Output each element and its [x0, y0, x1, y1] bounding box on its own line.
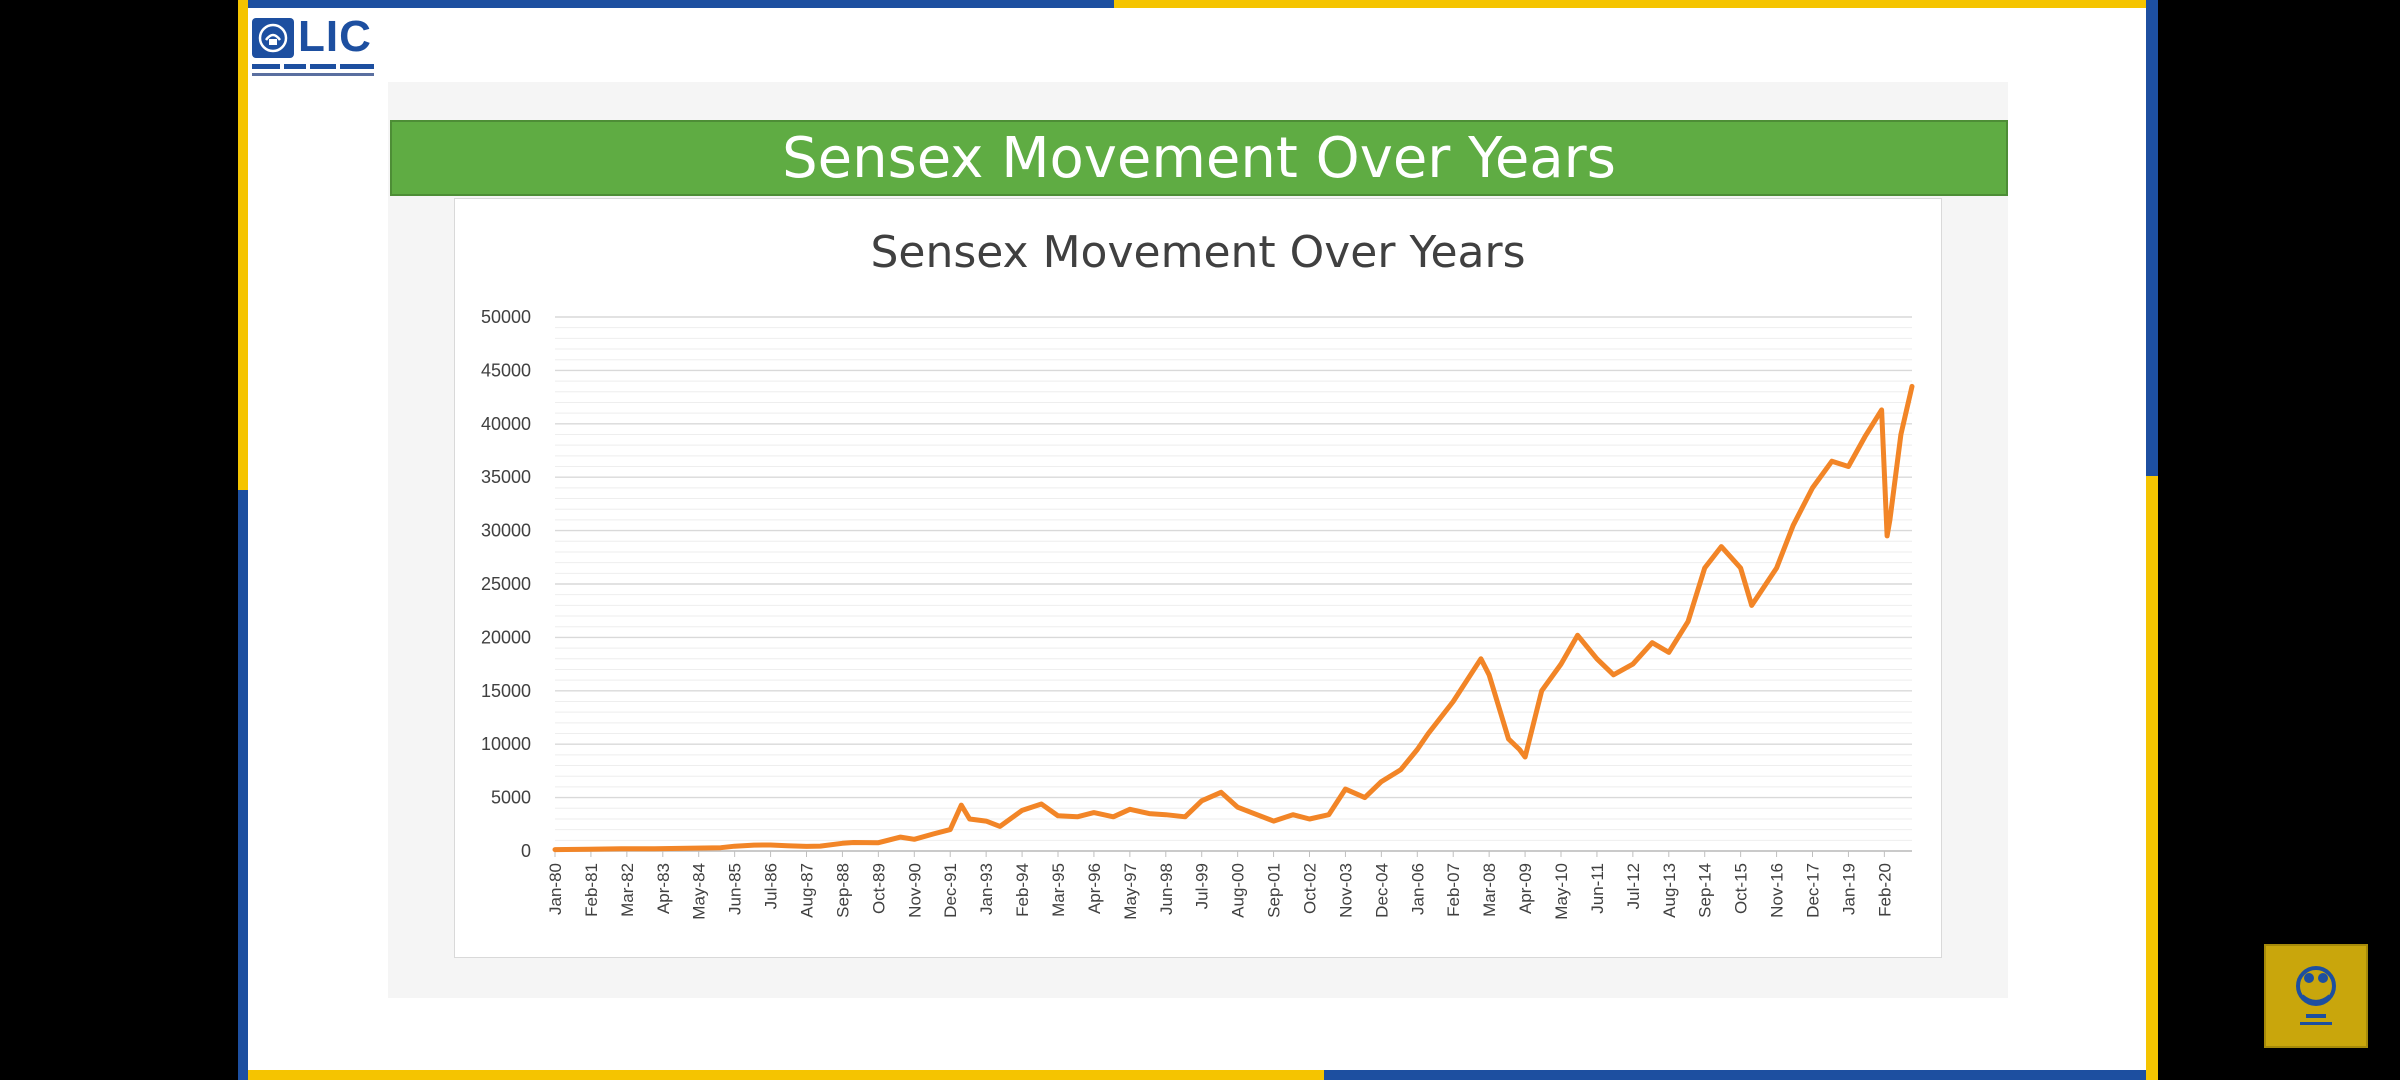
- logo-tagline: [252, 64, 374, 76]
- chart-title: Sensex Movement Over Years: [870, 227, 1526, 278]
- right-border-blue: [2146, 0, 2158, 476]
- left-border-yellow: [238, 0, 248, 490]
- x-tick-label: Jan-93: [977, 863, 996, 915]
- y-tick-label: 35000: [481, 467, 531, 487]
- x-tick-label: Jan-06: [1408, 863, 1427, 915]
- top-border-yellow: [1114, 0, 2158, 8]
- sensex-series-line: [552, 383, 1915, 853]
- x-tick-label: Jul-12: [1624, 863, 1643, 909]
- x-tick-label: Mar-82: [618, 863, 637, 917]
- bottom-border-blue: [1324, 1070, 2158, 1080]
- top-border-blue: [238, 0, 1114, 8]
- x-tick-label: Oct-15: [1732, 863, 1751, 914]
- x-tick-label: Apr-83: [654, 863, 673, 914]
- x-tick-label: Jun-11: [1588, 863, 1607, 914]
- x-tick-label: Jan-19: [1839, 863, 1858, 915]
- y-tick-label: 30000: [481, 521, 531, 541]
- x-tick-label: Oct-89: [869, 863, 888, 914]
- x-tick-label: Mar-08: [1480, 863, 1499, 917]
- y-tick-label: 40000: [481, 414, 531, 434]
- left-border-blue: [238, 490, 248, 1080]
- x-tick-label: Mar-95: [1049, 863, 1068, 917]
- x-tick-label: Sep-01: [1265, 863, 1284, 918]
- x-tick-label: Oct-02: [1301, 863, 1320, 914]
- x-tick-label: Feb-94: [1013, 863, 1032, 917]
- x-tick-label: Apr-09: [1516, 863, 1535, 914]
- y-tick-label: 20000: [481, 627, 531, 647]
- x-tick-label: May-10: [1552, 863, 1571, 920]
- x-tick-label: Nov-03: [1336, 863, 1355, 918]
- x-tick-label: Nov-16: [1768, 863, 1787, 918]
- x-tick-label: Jun-98: [1157, 863, 1176, 915]
- y-tick-label: 50000: [481, 307, 531, 327]
- x-tick-label: Dec-17: [1804, 863, 1823, 918]
- x-tick-label: Jun-85: [726, 863, 745, 915]
- x-tick-label: Feb-07: [1444, 863, 1463, 917]
- y-tick-label: 45000: [481, 360, 531, 380]
- x-tick-label: Aug-87: [798, 863, 817, 918]
- y-tick-label: 0: [521, 841, 531, 861]
- y-tick-label: 5000: [491, 788, 531, 808]
- x-tick-label: Feb-81: [582, 863, 601, 917]
- x-tick-label: Aug-13: [1660, 863, 1679, 918]
- right-border-yellow: [2146, 476, 2158, 1080]
- sensex-line-chart: 0 5000 10000 15000 20000 25000 30000 35000 40000…: [481, 307, 1915, 920]
- y-tick-label: 25000: [481, 574, 531, 594]
- logo-text: LIC: [298, 12, 372, 61]
- channel-logo-icon[interactable]: [2264, 944, 2368, 1048]
- x-tick-label: Feb-20: [1875, 863, 1894, 917]
- y-tick-label: 15000: [481, 681, 531, 701]
- chart-container: Sensex Movement Over Years 0 5000 10000 150…: [454, 198, 1942, 958]
- x-tick-label: Sep-14: [1696, 863, 1715, 918]
- x-tick-label: May-84: [690, 863, 709, 920]
- title-banner: Sensex Movement Over Years: [390, 120, 2008, 196]
- bottom-border-yellow: [238, 1070, 1324, 1080]
- x-tick-label: Sep-88: [833, 863, 852, 918]
- x-tick-label: Dec-04: [1372, 863, 1391, 918]
- x-tick-label: May-97: [1121, 863, 1140, 920]
- x-tick-label: Jan-80: [546, 863, 565, 915]
- lic-emblem-icon: [252, 18, 294, 58]
- lic-logo: LIC: [252, 12, 378, 80]
- x-tick-label: Nov-90: [905, 863, 924, 918]
- x-tick-label: Jul-99: [1193, 863, 1212, 909]
- banner-title: Sensex Movement Over Years: [782, 125, 1616, 191]
- x-tick-label: Aug-00: [1229, 863, 1248, 918]
- x-tick-label: Dec-91: [941, 863, 960, 918]
- x-tick-label: Apr-96: [1085, 863, 1104, 914]
- x-tick-label: Jul-86: [762, 863, 781, 909]
- y-tick-label: 10000: [481, 734, 531, 754]
